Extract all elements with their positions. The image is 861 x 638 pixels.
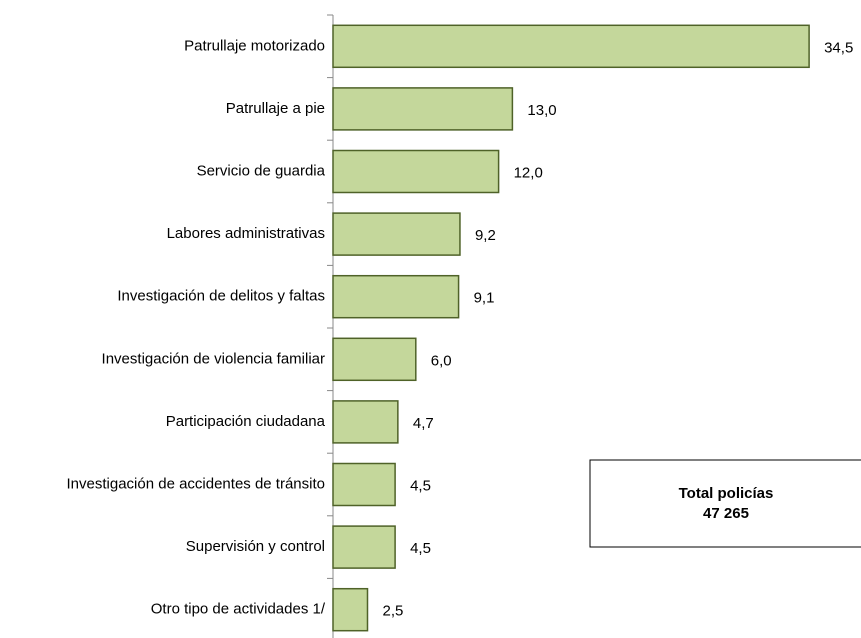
bar bbox=[332, 462, 396, 507]
bar bbox=[332, 587, 369, 632]
category-label: Supervisión y control bbox=[186, 538, 325, 555]
bar bbox=[332, 24, 810, 69]
value-label: 4,7 bbox=[413, 415, 434, 432]
category-label: Patrullaje a pie bbox=[226, 100, 325, 117]
value-label: 12,0 bbox=[514, 164, 543, 181]
category-label: Investigación de accidentes de tránsito bbox=[67, 475, 326, 492]
bar bbox=[332, 212, 461, 256]
category-label: Labores administrativas bbox=[167, 225, 325, 242]
bar bbox=[332, 274, 460, 319]
annotation-box bbox=[589, 459, 861, 548]
category-label: Patrullaje motorizado bbox=[184, 37, 325, 54]
value-label: 6,0 bbox=[431, 352, 452, 369]
category-label: Participación ciudadana bbox=[166, 413, 326, 430]
category-label: Servicio de guardia bbox=[197, 162, 326, 179]
value-label: 4,5 bbox=[410, 540, 431, 557]
category-label: Investigación de violencia familiar bbox=[102, 350, 325, 367]
bar bbox=[332, 337, 417, 382]
bar bbox=[332, 87, 514, 131]
value-label: 34,5 bbox=[824, 39, 853, 56]
annotation-title: Total policías bbox=[679, 485, 774, 502]
bar bbox=[332, 149, 500, 194]
value-label: 13,0 bbox=[527, 102, 556, 119]
bar bbox=[332, 400, 399, 444]
bar bbox=[332, 525, 396, 569]
value-label: 9,1 bbox=[474, 290, 495, 307]
value-label: 9,2 bbox=[475, 227, 496, 244]
category-label: Investigación de delitos y faltas bbox=[117, 288, 325, 305]
value-label: 2,5 bbox=[383, 603, 404, 620]
annotation-value: 47 265 bbox=[703, 505, 749, 522]
value-label: 4,5 bbox=[410, 477, 431, 494]
category-label: Otro tipo de actividades 1/ bbox=[151, 601, 326, 618]
